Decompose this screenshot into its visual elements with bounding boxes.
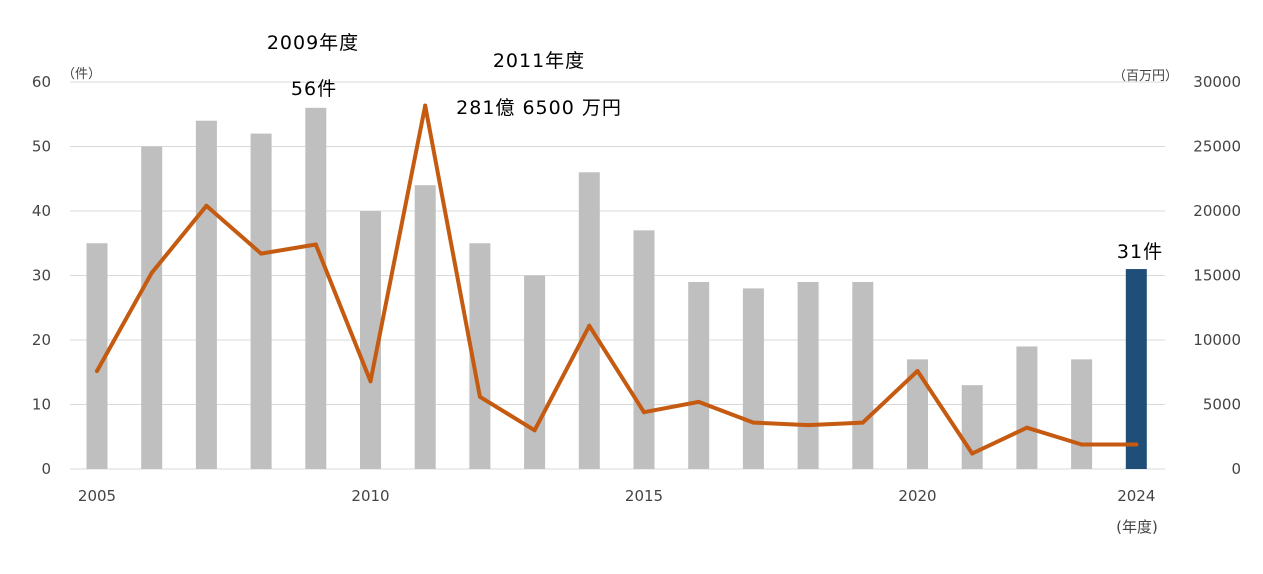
line-point-2017 bbox=[751, 420, 756, 425]
y-right-tick-label: 5000 bbox=[1203, 396, 1241, 414]
annotation-2024-count: 31件 bbox=[1117, 241, 1163, 263]
bar-2017 bbox=[742, 288, 764, 469]
y-left-tick-label: 60 bbox=[32, 73, 51, 91]
x-tick-label: 2024 bbox=[1117, 487, 1155, 505]
bar-2015 bbox=[633, 230, 655, 469]
bar-2011 bbox=[414, 185, 436, 469]
bar-2023 bbox=[1071, 359, 1093, 469]
bar-2024 bbox=[1125, 269, 1147, 469]
y-left-tick-label: 40 bbox=[32, 202, 51, 220]
annotation-2009-count: 56件 bbox=[291, 78, 337, 100]
line-point-2009 bbox=[313, 242, 318, 247]
y-left-tick-label: 50 bbox=[32, 138, 51, 156]
bar-2013 bbox=[524, 275, 546, 469]
annotation-2011-amount: 281億 6500 万円 bbox=[456, 97, 622, 119]
line-point-2021 bbox=[970, 451, 975, 456]
right-axis-unit: （百万円） bbox=[1113, 69, 1178, 84]
annotation-2011-year: 2011年度 bbox=[493, 50, 585, 72]
axes: 0 0 10 5000 20 10000 30 15000 40 20000 50 25000 60 30… bbox=[32, 73, 1241, 505]
bar-2009 bbox=[305, 107, 327, 470]
bar-2012 bbox=[469, 243, 491, 469]
y-left-tick-label: 20 bbox=[32, 331, 51, 349]
line-point-2014 bbox=[587, 323, 592, 328]
bar-2018 bbox=[797, 281, 819, 469]
bar-2020 bbox=[907, 359, 928, 469]
y-right-tick-label: 10000 bbox=[1193, 331, 1241, 349]
x-tick-label: 2015 bbox=[625, 487, 663, 505]
y-right-tick-label: 25000 bbox=[1193, 138, 1241, 156]
y-left-tick-label: 0 bbox=[41, 460, 51, 478]
line-point-2011 bbox=[423, 103, 428, 108]
line-point-2015 bbox=[642, 410, 646, 415]
bar-2010 bbox=[360, 211, 381, 469]
y-right-tick-label: 0 bbox=[1231, 460, 1241, 478]
bar-2005 bbox=[86, 243, 108, 469]
damage-amount-line bbox=[95, 103, 1139, 456]
line-series bbox=[95, 103, 1139, 456]
line-point-2018 bbox=[806, 423, 811, 428]
bar-2014 bbox=[578, 172, 600, 470]
line-point-2008 bbox=[259, 251, 264, 256]
x-tick-label: 2020 bbox=[898, 487, 936, 505]
bar-2008 bbox=[250, 133, 272, 469]
annotation-2009-year: 2009年度 bbox=[267, 32, 359, 54]
line-point-2006 bbox=[149, 270, 154, 275]
gridlines bbox=[70, 81, 1165, 470]
line-point-2020 bbox=[915, 368, 920, 373]
bar-2021 bbox=[961, 385, 983, 469]
y-right-tick-label: 20000 bbox=[1193, 202, 1241, 220]
bar-series bbox=[86, 107, 1147, 470]
left-axis-unit: （件） bbox=[62, 67, 101, 82]
line-point-2007 bbox=[204, 203, 209, 208]
line-point-2013 bbox=[532, 428, 537, 433]
line-point-2010 bbox=[368, 379, 373, 384]
bar-2022 bbox=[1016, 346, 1038, 469]
line-point-2023 bbox=[1079, 442, 1084, 447]
x-tick-label: 2010 bbox=[351, 487, 389, 505]
bar-2006 bbox=[141, 146, 163, 469]
bar-2016 bbox=[688, 281, 710, 469]
line-point-2005 bbox=[95, 368, 99, 373]
y-right-tick-label: 15000 bbox=[1193, 267, 1241, 285]
y-right-tick-label: 30000 bbox=[1193, 73, 1241, 91]
line-point-2024 bbox=[1134, 442, 1139, 447]
x-tick-label: 2005 bbox=[78, 487, 116, 505]
y-left-tick-label: 10 bbox=[32, 396, 51, 414]
line-point-2016 bbox=[696, 399, 701, 404]
bar-2007 bbox=[195, 120, 217, 469]
line-point-2012 bbox=[477, 394, 482, 399]
y-left-tick-label: 30 bbox=[32, 267, 51, 285]
line-point-2019 bbox=[860, 420, 865, 425]
x-axis-unit: (年度) bbox=[1116, 518, 1158, 536]
line-point-2022 bbox=[1024, 425, 1029, 430]
bar-2019 bbox=[852, 281, 874, 469]
